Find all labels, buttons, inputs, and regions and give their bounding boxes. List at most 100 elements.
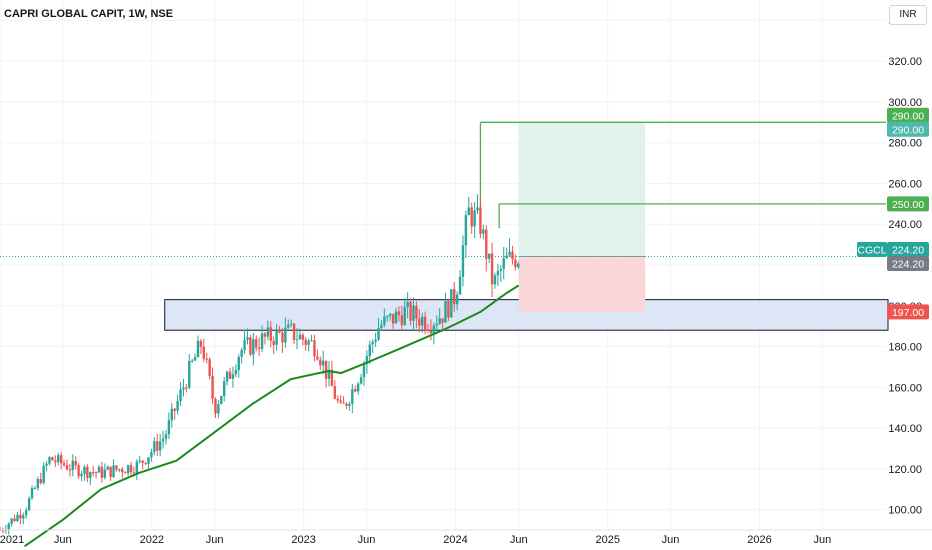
candle-body bbox=[455, 294, 459, 305]
candle-body bbox=[269, 327, 272, 341]
candle-body bbox=[435, 323, 438, 326]
candle-body bbox=[65, 465, 69, 470]
candle-body bbox=[380, 324, 383, 329]
candle-body bbox=[7, 523, 10, 530]
candle-body bbox=[493, 275, 497, 285]
candle-body bbox=[324, 360, 328, 379]
candle-body bbox=[421, 316, 424, 326]
candle-body bbox=[257, 347, 261, 349]
candle-body bbox=[409, 301, 412, 321]
candles bbox=[0, 194, 520, 535]
candle-body bbox=[228, 371, 232, 379]
x-tick-label: Jun bbox=[510, 534, 528, 546]
candle-body bbox=[339, 400, 342, 403]
candle-body bbox=[1, 530, 5, 532]
candle-body bbox=[86, 466, 89, 478]
candle-body bbox=[313, 340, 316, 357]
candle-body bbox=[316, 356, 319, 360]
candle-body bbox=[19, 514, 22, 519]
candle-body bbox=[292, 323, 296, 340]
candle-body bbox=[447, 300, 450, 318]
candle-body bbox=[199, 341, 203, 347]
badge-250-bg bbox=[887, 196, 929, 212]
candle-body bbox=[351, 389, 354, 404]
candle-body bbox=[185, 387, 188, 389]
y-tick-label: 140.00 bbox=[888, 423, 922, 435]
candle-body bbox=[415, 305, 418, 319]
badge-price-gray: 224.20 bbox=[892, 258, 924, 270]
candle-body bbox=[170, 408, 173, 421]
candle-body bbox=[91, 472, 95, 474]
x-tick-label: 2023 bbox=[291, 534, 315, 546]
candle-body bbox=[25, 510, 28, 516]
candle-body bbox=[217, 403, 220, 414]
candle-body bbox=[135, 461, 139, 474]
candle-body bbox=[205, 358, 208, 360]
candle-body bbox=[275, 330, 278, 345]
candle-body bbox=[485, 229, 488, 259]
candle-body bbox=[322, 360, 325, 366]
candle-body bbox=[188, 360, 191, 388]
candle-body bbox=[362, 364, 366, 378]
candle-body bbox=[74, 460, 77, 466]
y-tick-label: 320.00 bbox=[888, 56, 922, 68]
candle-body bbox=[138, 460, 141, 462]
x-tick-label: 2021 bbox=[0, 534, 24, 546]
y-tick-label: 240.00 bbox=[888, 219, 922, 231]
candle-body bbox=[499, 269, 503, 272]
candle-body bbox=[470, 207, 473, 227]
currency-selector[interactable]: INR bbox=[889, 5, 927, 25]
y-tick-label: 120.00 bbox=[888, 464, 922, 476]
candle-body bbox=[249, 337, 252, 355]
badge-250: 250.00 bbox=[892, 199, 924, 211]
candle-body bbox=[124, 472, 127, 474]
candle-body bbox=[287, 324, 290, 328]
candle-body bbox=[289, 323, 293, 325]
candle-body bbox=[141, 460, 144, 463]
candle-body bbox=[333, 386, 337, 399]
candle-body bbox=[278, 330, 281, 333]
candle-body bbox=[13, 518, 16, 522]
chart-title: CAPRI GLOBAL CAPIT, 1W, NSE bbox=[4, 8, 174, 20]
x-tick-label: Jun bbox=[206, 534, 224, 546]
candle-body bbox=[48, 457, 51, 464]
candle-body bbox=[479, 207, 482, 234]
candle-body bbox=[89, 472, 92, 478]
stop-zone bbox=[518, 256, 646, 312]
candle-body bbox=[103, 469, 107, 478]
y-tick-label: 160.00 bbox=[888, 382, 922, 394]
x-tick-label: 2022 bbox=[140, 534, 164, 546]
y-tick-label: 260.00 bbox=[888, 178, 922, 190]
candle-body bbox=[371, 341, 374, 345]
ema-line bbox=[23, 284, 520, 548]
x-tick-label: Jun bbox=[54, 534, 72, 546]
candle-body bbox=[266, 327, 270, 337]
candle-body bbox=[54, 460, 57, 463]
badge-stop-bg bbox=[887, 304, 929, 320]
candle-body bbox=[517, 263, 520, 268]
candle-body bbox=[496, 271, 500, 276]
candle-body bbox=[176, 400, 179, 411]
candle-body bbox=[319, 359, 322, 366]
candle-body bbox=[16, 514, 19, 522]
candle-body bbox=[473, 210, 476, 227]
candle-body bbox=[423, 316, 427, 330]
candle-body bbox=[386, 316, 389, 318]
badge-last-price: 224.20 bbox=[892, 244, 924, 256]
candle-body bbox=[150, 451, 153, 458]
candle-body bbox=[223, 381, 226, 396]
candle-body bbox=[243, 339, 246, 350]
candle-body bbox=[450, 289, 453, 318]
badge-target-a: 290.00 bbox=[892, 110, 924, 122]
candle-body bbox=[284, 327, 287, 343]
candle-body bbox=[211, 375, 214, 399]
candle-body bbox=[505, 255, 508, 259]
candle-body bbox=[126, 465, 130, 474]
candle-body bbox=[359, 377, 363, 384]
candle-body bbox=[301, 334, 305, 340]
candle-body bbox=[22, 515, 25, 519]
candle-body bbox=[356, 383, 360, 392]
candle-body bbox=[147, 457, 150, 464]
x-tick-label: 2025 bbox=[595, 534, 619, 546]
